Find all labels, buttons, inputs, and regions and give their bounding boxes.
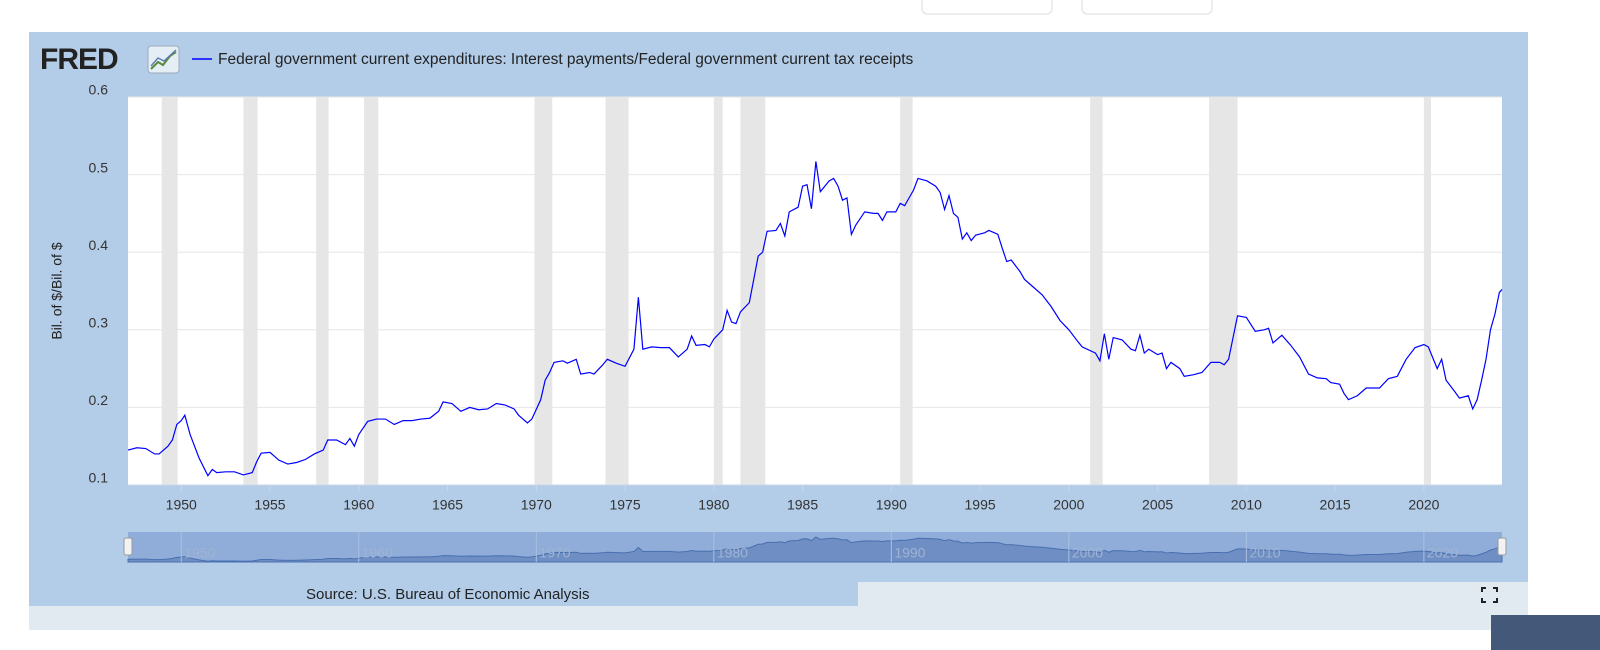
x-tick-label: 1960 xyxy=(343,497,374,513)
x-tick-label: 1955 xyxy=(254,497,285,513)
x-tick-label: 2010 xyxy=(1231,497,1262,513)
navigator-handle[interactable] xyxy=(123,537,133,556)
x-tick-label: 1990 xyxy=(876,497,907,513)
footer-strip xyxy=(29,606,1528,630)
x-tick-label: 2015 xyxy=(1320,497,1351,513)
series-line xyxy=(127,161,1503,477)
recession-band xyxy=(243,97,258,485)
y-tick-label: 0.1 xyxy=(89,470,109,486)
navigator-label: 2010 xyxy=(1249,545,1280,561)
x-tick-label: 2020 xyxy=(1408,497,1439,513)
recession-band xyxy=(713,97,723,485)
x-tick-label: 1995 xyxy=(965,497,996,513)
x-tick-label: 2000 xyxy=(1053,497,1084,513)
x-tick-label: 1970 xyxy=(521,497,552,513)
y-tick-label: 0.5 xyxy=(89,159,109,175)
top-button[interactable] xyxy=(1081,0,1213,15)
navigator-label: 1990 xyxy=(894,545,925,561)
logo-icon xyxy=(147,45,180,74)
x-tick-label: 2005 xyxy=(1142,497,1173,513)
x-tick-label: 1985 xyxy=(787,497,818,513)
navigator-handle[interactable] xyxy=(1497,537,1507,556)
x-tick-label: 1950 xyxy=(166,497,197,513)
plot-area xyxy=(128,97,1502,485)
recession-band xyxy=(364,97,379,485)
recession-band xyxy=(605,97,629,485)
x-tick-label: 1980 xyxy=(698,497,729,513)
y-tick-label: 0.6 xyxy=(89,82,109,98)
recession-band xyxy=(161,97,178,485)
logo: FRED xyxy=(40,43,118,76)
legend-label: Federal government current expenditures:… xyxy=(218,51,914,68)
navigator-label: 1980 xyxy=(717,545,748,561)
y-axis-label: Bil. of $/Bil. of $ xyxy=(49,242,65,339)
navigator-label: 1950 xyxy=(184,545,215,561)
y-tick-label: 0.3 xyxy=(89,315,109,331)
navigator-area xyxy=(127,536,1503,563)
recession-band xyxy=(534,97,553,485)
navigator-label: 1970 xyxy=(539,545,570,561)
top-button[interactable] xyxy=(921,0,1053,15)
recession-band xyxy=(316,97,329,485)
y-tick-label: 0.4 xyxy=(89,237,109,253)
x-tick-label: 1965 xyxy=(432,497,463,513)
recession-band xyxy=(740,97,766,485)
corner-button[interactable] xyxy=(1491,615,1600,650)
footer-area xyxy=(858,582,1528,606)
recession-band xyxy=(1090,97,1103,485)
navigator-label: 1960 xyxy=(362,545,393,561)
navigator-label: 2020 xyxy=(1427,545,1458,561)
recession-band xyxy=(900,97,913,485)
fullscreen-icon[interactable] xyxy=(1481,587,1498,603)
y-tick-label: 0.2 xyxy=(89,392,109,408)
recession-band xyxy=(1209,97,1238,485)
x-tick-label: 1975 xyxy=(609,497,640,513)
navigator-label: 2000 xyxy=(1072,545,1103,561)
source: Source: U.S. Bureau of Economic Analysis xyxy=(306,586,589,603)
recession-band xyxy=(1423,97,1431,485)
